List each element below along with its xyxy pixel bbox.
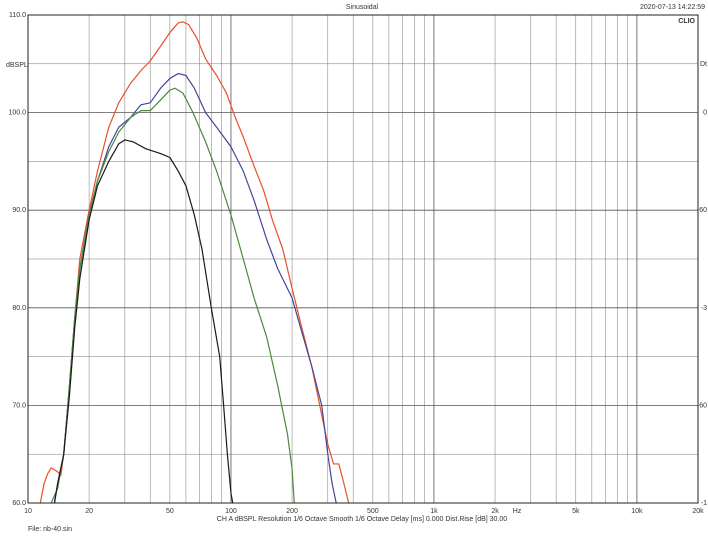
right-axis-labels: Dt 0 -60 -3 -60 -1	[697, 61, 707, 507]
grid	[27, 14, 699, 504]
x-tick-label: 50	[166, 508, 174, 515]
chart-title: Sinusoidal	[346, 4, 379, 11]
y-tick-label: 110.0	[9, 12, 26, 19]
x-tick-labels: 10 20 50 100 200 500 1k 2k 5k 10k 20k	[24, 508, 704, 515]
y-tick-label: 60.0	[12, 500, 26, 507]
x-tick-label: 20k	[692, 508, 704, 515]
series-line-3	[50, 87, 295, 504]
series-layer	[39, 21, 350, 504]
series-line-4	[53, 139, 234, 504]
right-axis-tick-label: Dt	[700, 61, 707, 68]
right-axis-tick-label: 0	[703, 110, 707, 117]
y-tick-label: 70.0	[12, 402, 26, 409]
series-line-2	[53, 72, 337, 504]
x-tick-label: 200	[286, 508, 298, 515]
right-axis-tick-label: -60	[697, 207, 707, 214]
x-tick-label: 100	[225, 508, 237, 515]
x-tick-label: 2k	[491, 508, 499, 515]
timestamp: 2020-07-13 14:22:59	[640, 4, 705, 11]
x-tick-label: 20	[85, 508, 93, 515]
x-tick-label: 1k	[430, 508, 438, 515]
measurement-settings: CH A dBSPL Resolution 1/6 Octave Smooth …	[217, 516, 507, 523]
y-tick-labels: 60.0 70.0 80.0 90.0 100.0 110.0	[8, 12, 26, 507]
y-tick-label: 90.0	[12, 207, 26, 214]
right-axis-tick-label: -1	[701, 500, 707, 507]
x-tick-label: 500	[367, 508, 379, 515]
y-tick-label: 100.0	[8, 110, 26, 117]
x-tick-label: 10	[24, 508, 32, 515]
right-axis-tick-label: -60	[697, 402, 707, 409]
x-tick-label: 5k	[572, 508, 580, 515]
y-axis-label: dBSPL	[6, 62, 28, 69]
file-name: File: nb-40.sin	[28, 526, 72, 533]
x-axis-label: Hz	[513, 508, 522, 515]
series-line-1	[39, 21, 350, 504]
brand-logo: CLIO	[678, 18, 695, 25]
x-tick-label: 10k	[631, 508, 643, 515]
plot-frame	[27, 14, 699, 504]
y-tick-label: 80.0	[12, 305, 26, 312]
right-axis-tick-label: -3	[701, 305, 707, 312]
